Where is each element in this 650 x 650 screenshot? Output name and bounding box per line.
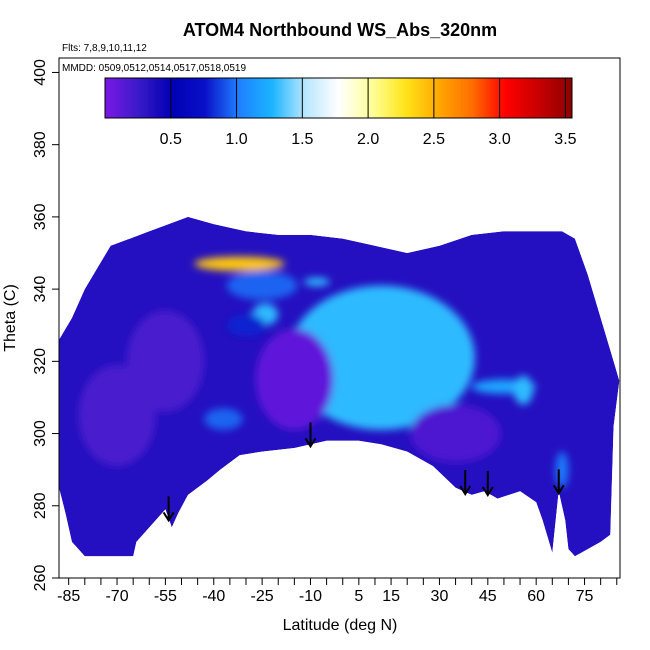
x-tick-label: 75 [576,588,594,605]
x-tick-label: -70 [105,588,128,605]
y-tick-label: 400 [32,59,49,86]
field-patch [226,271,298,300]
sounding-arrow-5 [552,469,565,496]
field-patch [287,285,475,430]
x-tick-label: -55 [154,588,177,605]
x-tick-label: -25 [251,588,274,605]
x-tick-label: 5 [354,588,363,605]
y-axis: 260 280 300 320 340 360 380 400 [32,59,59,591]
x-tick-label: -10 [299,588,322,605]
field-patch [78,364,156,467]
colorbar-tick-label: 2.0 [357,131,379,148]
colorbar: 0.5 1.0 1.5 2.0 2.5 3.0 3.5 [104,77,577,148]
field-patch [304,277,330,287]
y-tick-label: 320 [32,348,49,375]
colorbar-tick-label: 1.5 [291,131,313,148]
field-patch [204,408,243,430]
field-patch [555,451,569,488]
colorbar-gradient [104,77,573,119]
colorbar-tick-label: 0.5 [160,131,182,148]
y-tick-label: 260 [32,565,49,592]
plot-frame [58,57,621,579]
x-axis-label: Latitude (deg N) [283,617,398,634]
y-axis-label: Theta (C) [2,284,19,352]
colorbar-tick-label: 1.0 [225,131,247,148]
field-patch [255,328,334,430]
colorbar-tick-label: 3.5 [554,131,576,148]
sounding-arrow-2 [304,422,317,449]
y-tick-label: 360 [32,203,49,230]
x-axis: -85 -70 -55 -40 -25 -10 5 15 30 45 60 75 [57,578,618,605]
field-patch [410,404,501,463]
flights-label: Flts: 7,8,9,10,11,12 [62,43,147,54]
sounding-arrow-4 [481,471,494,498]
y-tick-label: 300 [32,420,49,447]
chart-title: ATOM4 Northbound WS_Abs_320nm [183,20,497,40]
field-patch [226,314,266,337]
field-patch [513,375,533,405]
x-tick-label: 30 [431,588,449,605]
plot-area [59,216,620,557]
dates-label: MMDD: 0509,0512,0514,0517,0518,0519 [62,63,246,74]
colorbar-tick-label: 3.0 [489,131,511,148]
sounding-arrow-3 [459,470,472,496]
field-patch [194,256,285,271]
x-tick-label: 60 [527,588,545,605]
colorbar-tick-label: 2.5 [423,131,445,148]
y-tick-label: 380 [32,131,49,158]
y-tick-label: 340 [32,276,49,303]
x-tick-label: 45 [479,588,497,605]
x-tick-label: -85 [57,588,80,605]
y-tick-label: 280 [32,492,49,519]
x-tick-label: -40 [202,588,225,605]
x-tick-label: 15 [382,588,400,605]
sounding-arrow-1 [162,496,175,523]
